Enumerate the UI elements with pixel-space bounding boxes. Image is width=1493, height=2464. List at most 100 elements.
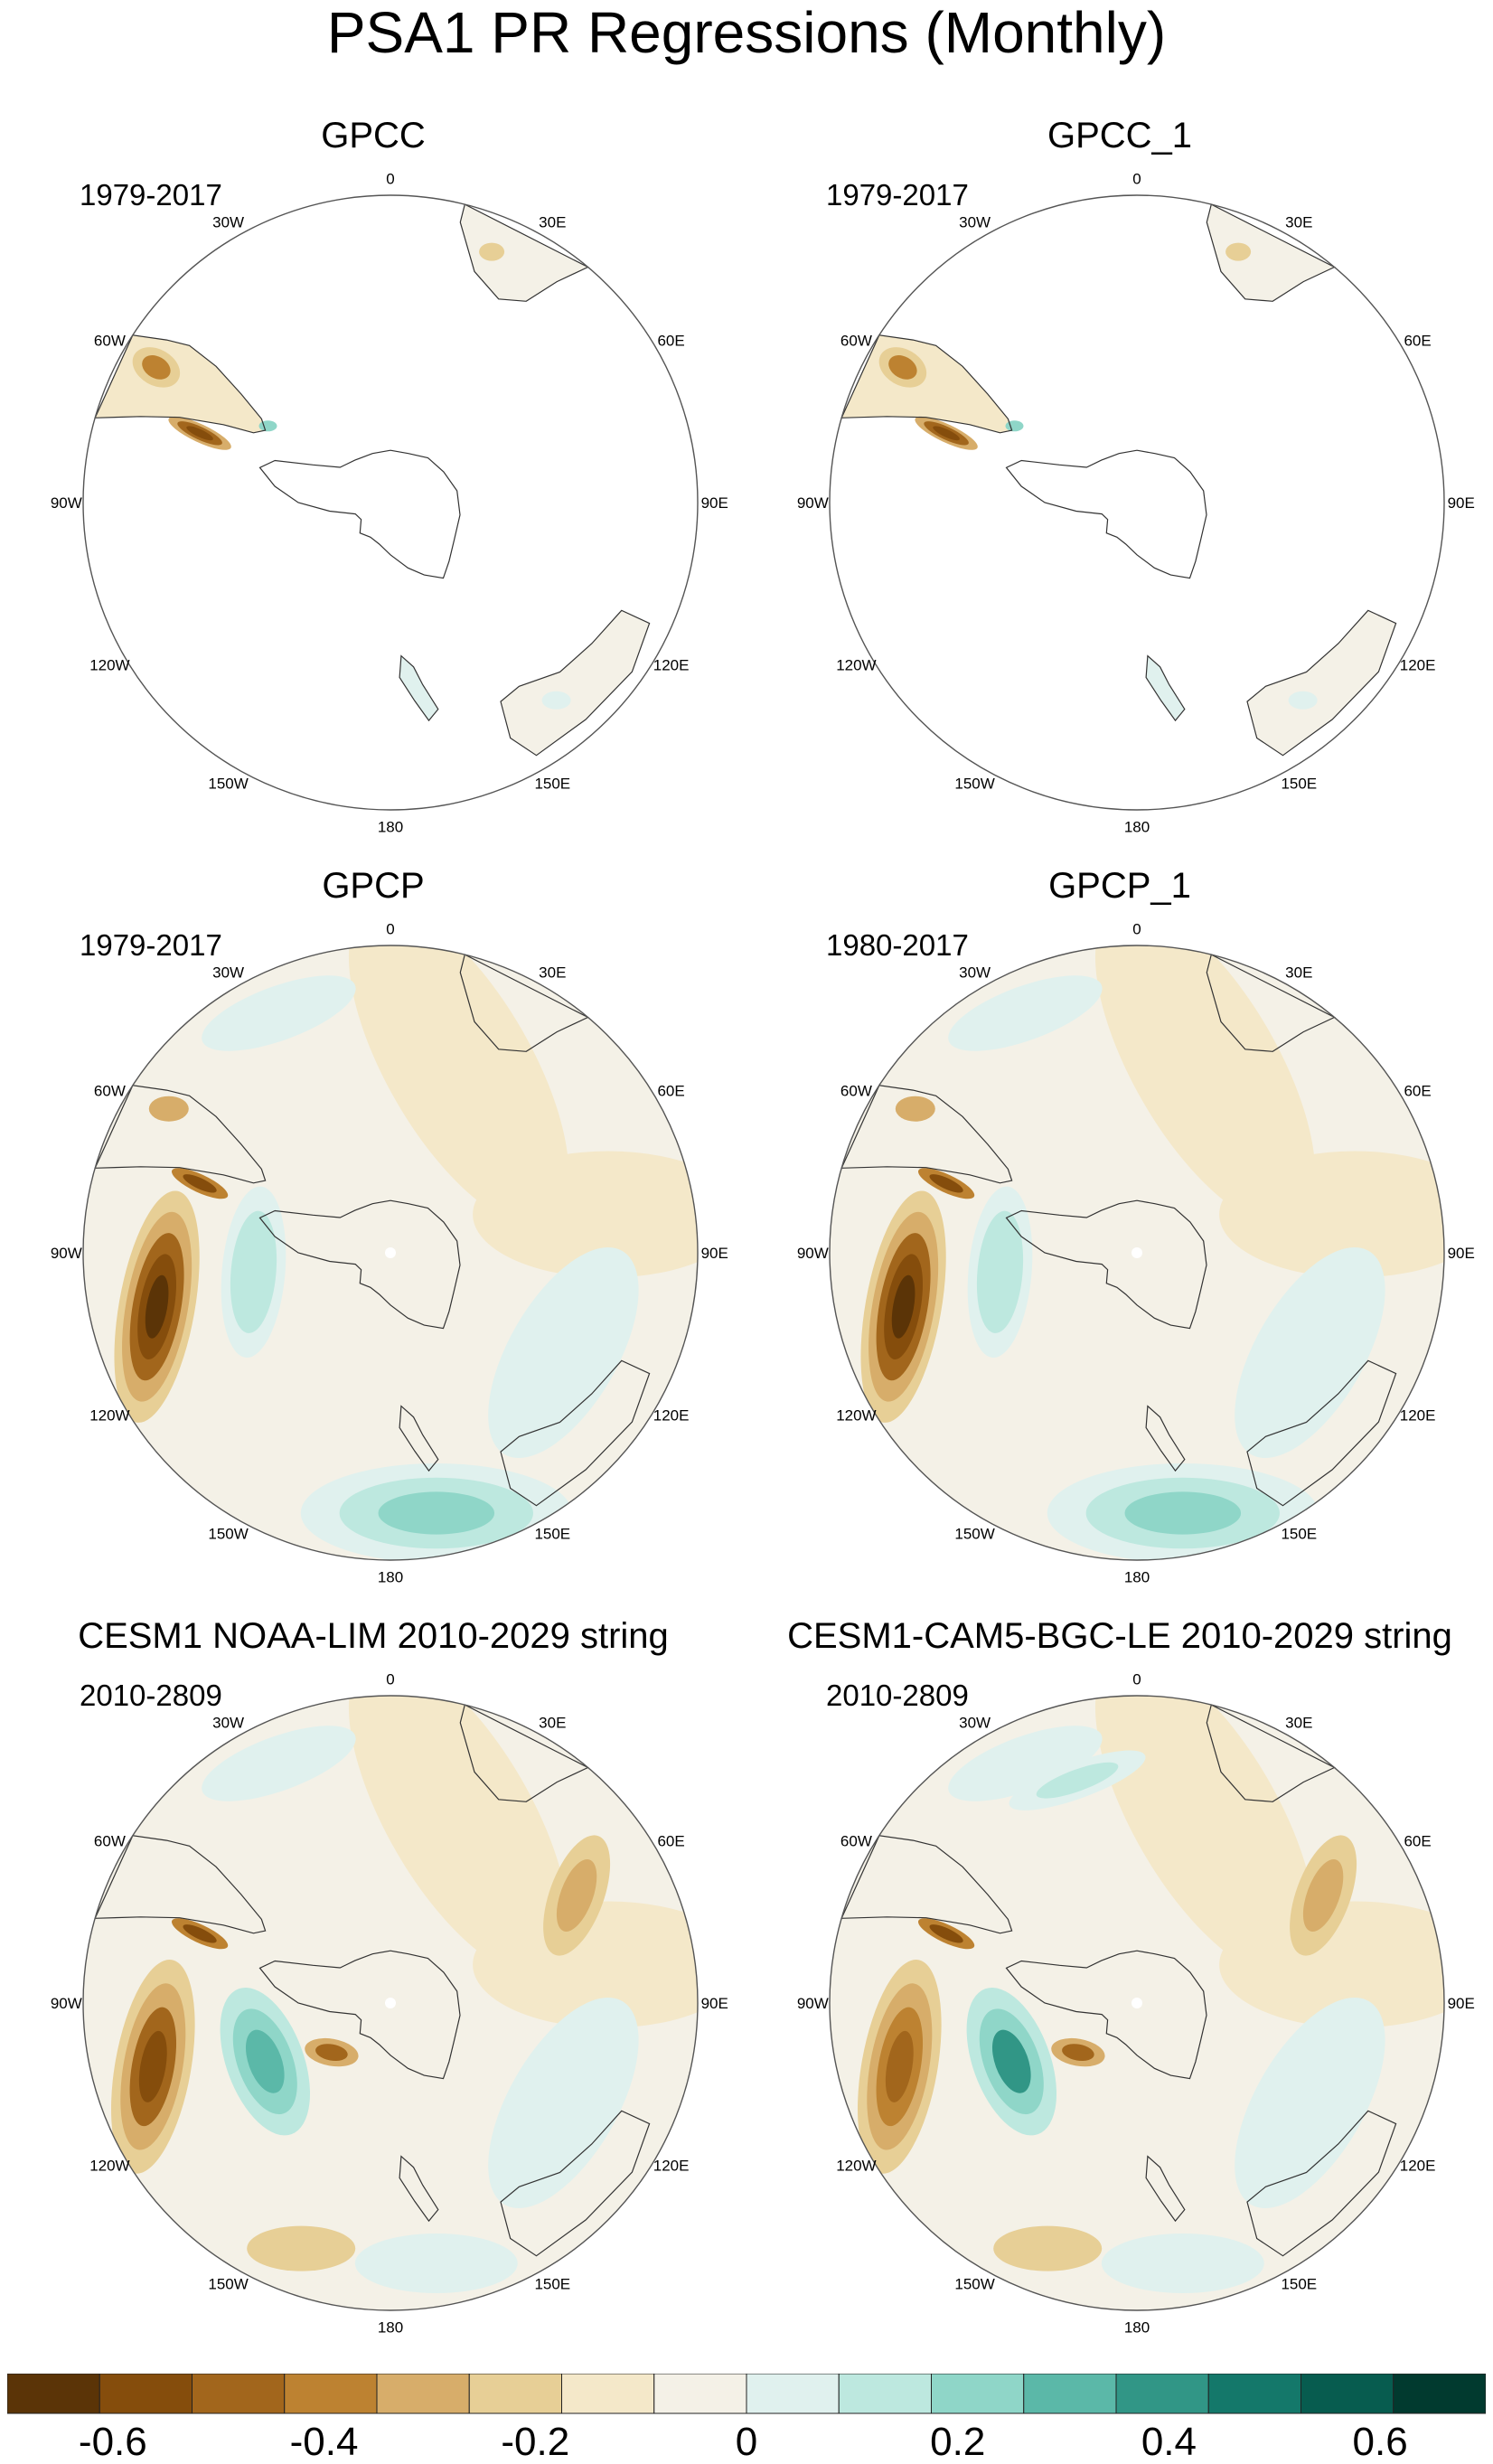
longitude-label: 0 — [1132, 1670, 1141, 1688]
map-panel: GPCP 1979-2017 0 30E 60E 90E 120E 150E 180 150W 12… — [0, 866, 746, 1627]
longitude-label: 30E — [1285, 213, 1312, 230]
longitude-label: 60W — [94, 1833, 126, 1850]
amundsen-wet-core-level-3 — [245, 2029, 285, 2093]
africa-outline — [1206, 954, 1336, 1052]
africa-anomaly-level-0 — [1225, 242, 1252, 261]
se-pacific-dry-core-level-3 — [138, 2030, 167, 2102]
colorbar-tick-label: -0.2 — [501, 2420, 570, 2464]
tierra-del-fuego-anomaly-level-0 — [1005, 420, 1024, 432]
longitude-label: 150W — [954, 1526, 994, 1543]
panel-title: GPCP — [322, 866, 425, 906]
longitude-label: 120E — [1400, 2157, 1436, 2174]
longitude-label: 0 — [386, 920, 394, 937]
longitude-label: 60E — [657, 1083, 684, 1100]
tasman-wet-level-2 — [378, 1491, 495, 1535]
longitude-label: 180 — [1124, 819, 1150, 836]
ocean-mask — [83, 195, 698, 810]
longitude-label: 90E — [701, 1245, 728, 1262]
panel-title: CESM1 NOAA-LIM 2010-2029 string — [78, 1616, 669, 1656]
colorbar-svg — [6, 2373, 1487, 2414]
pacific-dry-band-level-0 — [247, 2225, 356, 2271]
longitude-label: 120E — [653, 656, 690, 673]
longitude-label: 60E — [657, 333, 684, 350]
indian-band-level-0 — [473, 1151, 698, 1278]
map-panel: CESM1-CAM5-BGC-LE 2010-2029 string 2010-2… — [746, 1616, 1493, 2377]
antarctica-outline — [258, 1950, 461, 2080]
longitude-label: 0 — [1132, 920, 1141, 937]
field-layer — [83, 945, 698, 1560]
longitude-label: 60W — [94, 333, 126, 350]
polar-map: 0 30E 60E 90E 120E 150E 180 150W 120W 90W 60W 30W — [797, 920, 1475, 1586]
australia-outline — [500, 609, 651, 757]
pole-hole — [385, 1998, 396, 2008]
ocean-mask — [830, 195, 1444, 810]
map-panel: GPCC 1979-2017 0 30E 60E 90E 120E 150E 180 150W 12… — [0, 116, 746, 877]
longitude-label: 180 — [378, 819, 403, 836]
africa-outline — [1206, 1704, 1336, 1802]
indian-dry-level-1 — [556, 1859, 597, 1932]
longitude-label: 30W — [212, 1714, 244, 1731]
longitude-label: 30E — [539, 213, 566, 230]
longitude-label: 30E — [539, 1714, 566, 1731]
colorbar-swatch — [561, 2373, 655, 2414]
colorbar-tick-label: 0.6 — [1352, 2420, 1408, 2464]
antarctica-outline — [1005, 449, 1207, 579]
longitude-label: 150E — [1281, 2276, 1317, 2293]
panel-period: 1979-2017 — [826, 178, 969, 212]
se-pacific-dry-core-level-4 — [145, 1274, 169, 1339]
australia-outline — [1246, 2110, 1397, 2257]
tasman-wet-level-1 — [354, 2234, 518, 2293]
ross-sea-dry-level-1 — [315, 2044, 348, 2061]
longitude-label: 120W — [89, 656, 129, 673]
longitude-label: 30E — [1285, 1714, 1312, 1731]
australia-outline — [1246, 609, 1397, 757]
longitude-label: 90E — [701, 1995, 728, 2012]
longitude-label: 90W — [51, 494, 82, 512]
longitude-label: 150W — [208, 2276, 248, 2293]
map-boundary — [829, 945, 1445, 1561]
colorbar-tick-label: 0 — [735, 2420, 758, 2464]
new-zealand-field — [1146, 655, 1185, 721]
longitude-label: 180 — [1124, 2319, 1150, 2337]
pacific-dry-band-level-0 — [993, 2225, 1103, 2271]
longitude-label: 30W — [959, 213, 991, 230]
antarctica-outline — [258, 1199, 461, 1330]
patagonia-dry-level-1 — [929, 1924, 963, 1943]
map-panel: GPCC_1 1979-2017 0 30E 60E 90E 120E 150E 180 150W… — [746, 116, 1493, 877]
colorbar-tick-label: -0.6 — [78, 2420, 147, 2464]
colorbar — [6, 2373, 1487, 2419]
longitude-label: 180 — [1124, 1569, 1150, 1586]
panel-period: 2010-2809 — [80, 1679, 222, 1712]
longitude-label: 150E — [1281, 1526, 1317, 1543]
australia-outline — [1246, 1359, 1397, 1507]
longitude-label: 30W — [959, 964, 991, 981]
map-panel: GPCP_1 1980-2017 0 30E 60E 90E 120E 150E 180 150W… — [746, 866, 1493, 1627]
field-layer — [830, 1696, 1444, 2310]
longitude-label: 150E — [534, 776, 570, 793]
amundsen-wet-core-level-2 — [986, 1235, 1014, 1309]
colorbar-swatch — [746, 2373, 840, 2414]
new-zealand-field — [399, 655, 438, 721]
longitude-label: 60E — [1404, 333, 1431, 350]
longitude-label: 60W — [840, 1833, 872, 1850]
longitude-label: 60E — [1404, 1083, 1431, 1100]
amundsen-wet-core-level-3 — [991, 2029, 1031, 2093]
colorbar-swatch — [99, 2373, 192, 2414]
colorbar-swatch — [838, 2373, 932, 2414]
atlantic-wet-band-level-1 — [1036, 1762, 1119, 1799]
longitude-label: 60E — [1404, 1833, 1431, 1850]
australia-field — [501, 610, 650, 756]
polar-map: 0 30E 60E 90E 120E 150E 180 150W 120W 90W 60W 30W — [51, 170, 728, 836]
longitude-label: 150W — [954, 776, 994, 793]
new-zealand-outline — [399, 1405, 439, 1472]
colorbar-swatch — [284, 2373, 378, 2414]
polar-map: 0 30E 60E 90E 120E 150E 180 150W 120W 90W 60W 30W — [51, 1670, 728, 2336]
longitude-label: 120W — [89, 2157, 129, 2174]
new-zealand-outline — [1145, 2155, 1186, 2223]
australia-anomaly-level-0 — [541, 691, 571, 710]
longitude-label: 0 — [386, 1670, 394, 1688]
antarctica-outline — [1005, 1950, 1207, 2080]
longitude-label: 60W — [840, 1083, 872, 1100]
longitude-label: 120E — [653, 2157, 690, 2174]
atlantic-band-level-0 — [1094, 945, 1316, 1227]
